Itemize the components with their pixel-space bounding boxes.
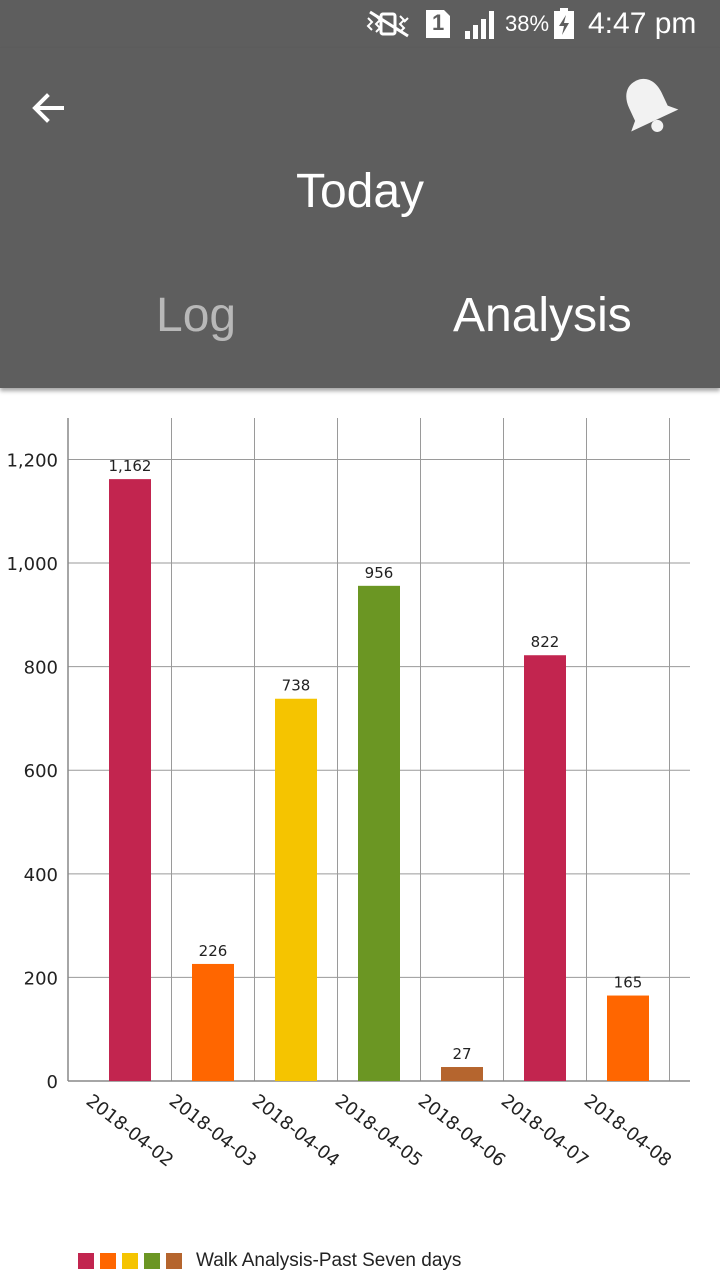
bar — [192, 963, 234, 1081]
sim-icon: 1 — [424, 8, 452, 40]
legend-swatch — [100, 1253, 116, 1269]
chart-legend: Walk Analysis-Past Seven days — [78, 1250, 461, 1272]
arrow-left-icon — [32, 93, 64, 123]
mute-vibrate-icon — [364, 8, 412, 40]
bar-value-label: 956 — [365, 564, 394, 582]
bar-value-label: 165 — [614, 974, 643, 992]
y-tick-label: 400 — [24, 865, 58, 886]
page-title: Today — [295, 165, 425, 218]
legend-label: Walk Analysis-Past Seven days — [196, 1250, 462, 1271]
y-tick-label: 1,000 — [6, 554, 58, 575]
x-tick-label: 2018-04-05 — [331, 1090, 426, 1171]
x-tick-label: 2018-04-06 — [414, 1090, 509, 1171]
clock-time: 4:47 pm — [588, 7, 697, 40]
x-tick-label: 2018-04-03 — [165, 1090, 260, 1171]
battery-percent: 38% — [505, 11, 550, 36]
x-tick-label: 2018-04-07 — [497, 1090, 592, 1171]
legend-swatches — [78, 1253, 188, 1269]
bar-value-label: 1,162 — [109, 457, 152, 475]
walk-analysis-chart: 0 200 400 600 800 1,000 1,200 1,162 2018-04-02 22… — [0, 400, 720, 1280]
bar-value-label: 738 — [282, 677, 311, 695]
tab-analysis[interactable]: Analysis — [453, 289, 632, 342]
legend-swatch — [166, 1253, 182, 1269]
bar — [109, 479, 151, 1081]
bar — [275, 698, 317, 1081]
legend-swatch — [144, 1253, 160, 1269]
status-bar: 1 38% 4:47 pm — [0, 0, 720, 48]
app-bar: Today Log Analysis — [0, 48, 720, 388]
tab-log[interactable]: Log — [156, 289, 237, 342]
sim-slot-label: 1 — [432, 10, 445, 35]
y-tick-label: 1,200 — [6, 450, 58, 471]
x-tick-label: 2018-04-02 — [82, 1090, 177, 1171]
y-tick-label: 800 — [24, 658, 58, 679]
bar — [441, 1067, 483, 1081]
notification-button[interactable] — [608, 66, 688, 146]
bell-icon — [626, 78, 679, 132]
signal-icon — [464, 8, 500, 40]
bar-value-label: 822 — [531, 633, 560, 651]
battery-charging-icon — [553, 8, 575, 40]
x-tick-label: 2018-04-04 — [248, 1090, 343, 1171]
bar — [524, 655, 566, 1081]
bar-value-label: 27 — [452, 1045, 471, 1063]
y-tick-label: 200 — [24, 968, 58, 989]
legend-swatch — [122, 1253, 138, 1269]
y-tick-label: 0 — [47, 1072, 58, 1093]
x-tick-label: 2018-04-08 — [580, 1090, 675, 1171]
bar — [607, 995, 649, 1081]
bar-chart-svg: 0 200 400 600 800 1,000 1,200 1,162 2018-04-02 22… — [6, 418, 690, 1171]
bar-value-label: 226 — [199, 942, 228, 960]
legend-swatch — [78, 1253, 94, 1269]
back-button[interactable] — [20, 80, 76, 136]
bar — [358, 585, 400, 1081]
y-tick-label: 600 — [24, 761, 58, 782]
